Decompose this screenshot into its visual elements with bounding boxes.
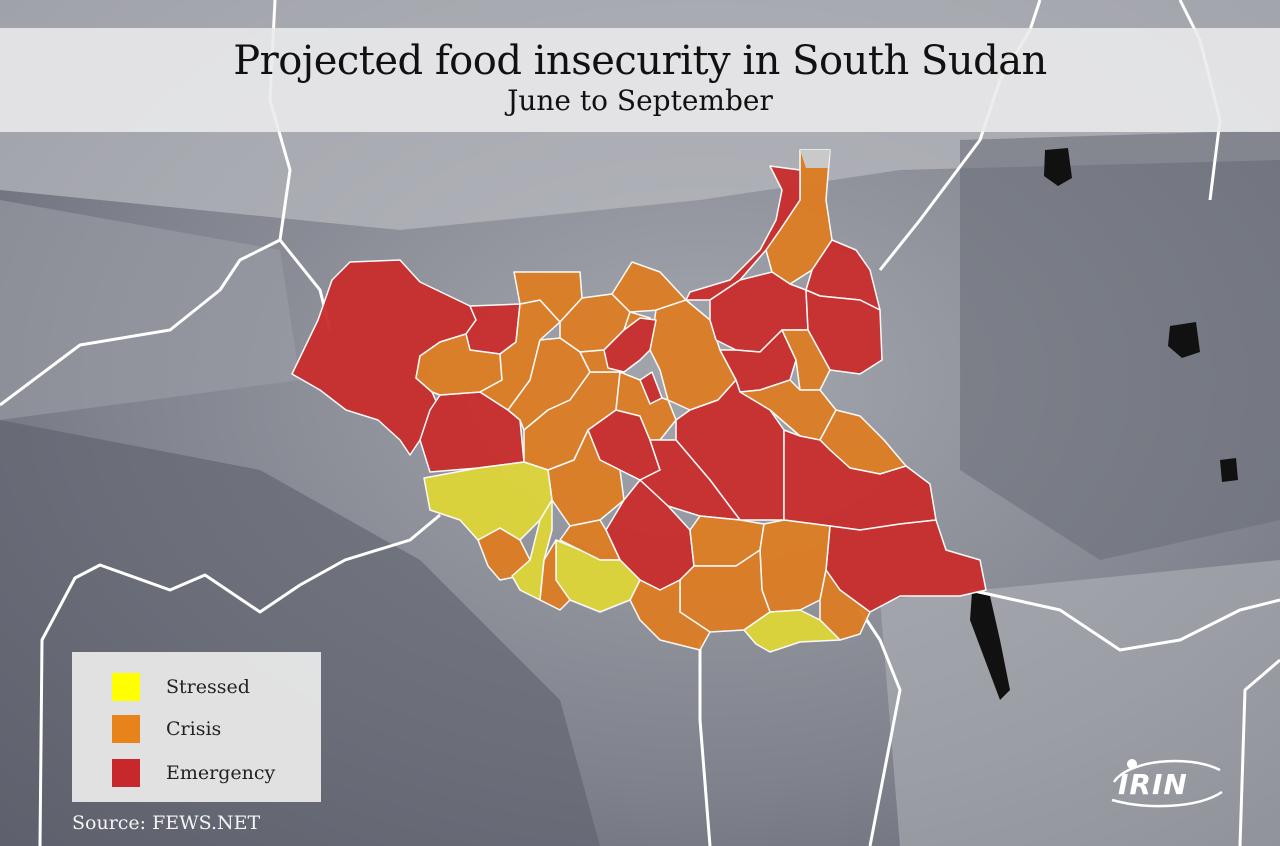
region-emergency bbox=[685, 165, 801, 301]
region-stressed bbox=[743, 609, 841, 653]
legend-swatch-emergency bbox=[112, 759, 140, 787]
logo-swoosh-icon bbox=[1111, 759, 1223, 808]
legend-label: Emergency bbox=[166, 762, 276, 784]
legend-item-crisis: Crisis bbox=[112, 714, 221, 744]
legend-swatch-stressed bbox=[112, 673, 140, 701]
region-emergency bbox=[603, 317, 657, 373]
logo-text: IRIN bbox=[1118, 768, 1188, 801]
region-crisis bbox=[759, 519, 831, 613]
lake bbox=[1220, 458, 1238, 482]
region-crisis bbox=[539, 539, 571, 611]
legend: Stressed Crisis Emergency bbox=[72, 652, 321, 802]
legend-item-emergency: Emergency bbox=[112, 758, 275, 788]
legend-label: Stressed bbox=[166, 676, 250, 698]
irin-logo: IRIN bbox=[1108, 752, 1228, 812]
page-title: Projected food insecurity in South Sudan bbox=[233, 38, 1047, 84]
region-crisis bbox=[819, 569, 871, 641]
lake bbox=[1168, 322, 1200, 358]
south-sudan-regions bbox=[291, 149, 987, 653]
region-crisis bbox=[547, 429, 625, 527]
terrain-west bbox=[0, 200, 300, 420]
legend-label: Crisis bbox=[166, 718, 222, 740]
region-stressed bbox=[423, 461, 553, 541]
terrain-ne bbox=[960, 130, 1280, 560]
legend-item-stressed: Stressed bbox=[112, 672, 250, 702]
title-bar: Projected food insecurity in South Sudan… bbox=[0, 28, 1280, 132]
legend-swatch-crisis bbox=[112, 715, 140, 743]
source-credit: Source: FEWS.NET bbox=[72, 812, 261, 834]
lake bbox=[1044, 148, 1072, 186]
lake bbox=[970, 592, 1010, 700]
region-crisis bbox=[615, 371, 677, 441]
region-crisis bbox=[629, 579, 711, 651]
page-subtitle: June to September bbox=[507, 84, 773, 117]
region-no-data bbox=[800, 150, 830, 168]
